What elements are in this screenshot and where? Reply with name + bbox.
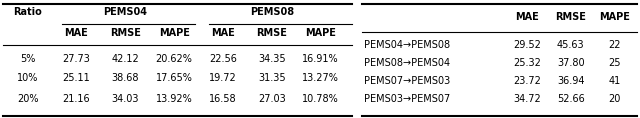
Text: 37.80: 37.80 (557, 58, 584, 68)
Text: 45.63: 45.63 (557, 40, 584, 50)
Text: 25.11: 25.11 (63, 74, 90, 83)
Text: 31.35: 31.35 (258, 74, 285, 83)
Text: MAPE: MAPE (599, 12, 630, 22)
Text: 25.32: 25.32 (513, 58, 541, 68)
Text: 27.03: 27.03 (258, 94, 285, 103)
Text: 5%: 5% (20, 54, 35, 64)
Text: 41: 41 (609, 76, 621, 86)
Text: 17.65%: 17.65% (156, 74, 193, 83)
Text: 23.72: 23.72 (513, 76, 541, 86)
Text: PEMS08→PEMS04: PEMS08→PEMS04 (364, 58, 451, 68)
Text: 22.56: 22.56 (209, 54, 237, 64)
Text: RMSE: RMSE (556, 12, 586, 22)
Text: 22: 22 (609, 40, 621, 50)
Text: 13.27%: 13.27% (302, 74, 339, 83)
Text: MAPE: MAPE (305, 28, 336, 38)
Text: PEMS04→PEMS08: PEMS04→PEMS08 (364, 40, 451, 50)
Text: MAE: MAE (515, 12, 539, 22)
Text: PEMS04: PEMS04 (103, 7, 147, 17)
Text: 20%: 20% (17, 94, 38, 103)
Text: 27.73: 27.73 (63, 54, 90, 64)
Text: 34.03: 34.03 (111, 94, 139, 103)
Text: PEMS07→PEMS03: PEMS07→PEMS03 (364, 76, 451, 86)
Text: 19.72: 19.72 (209, 74, 237, 83)
Text: 20: 20 (609, 94, 621, 103)
Text: 13.92%: 13.92% (156, 94, 193, 103)
Text: 52.66: 52.66 (557, 94, 584, 103)
Text: 25: 25 (609, 58, 621, 68)
Text: 34.35: 34.35 (258, 54, 285, 64)
Text: 29.52: 29.52 (513, 40, 541, 50)
Text: 21.16: 21.16 (63, 94, 90, 103)
Text: RMSE: RMSE (110, 28, 141, 38)
Text: 10%: 10% (17, 74, 38, 83)
Text: PEMS03→PEMS07: PEMS03→PEMS07 (364, 94, 451, 103)
Text: MAE: MAE (65, 28, 88, 38)
Text: 36.94: 36.94 (557, 76, 584, 86)
Text: 16.91%: 16.91% (302, 54, 339, 64)
Text: RMSE: RMSE (257, 28, 287, 38)
Text: 42.12: 42.12 (111, 54, 139, 64)
Text: PEMS08: PEMS08 (250, 7, 294, 17)
Text: 16.58: 16.58 (209, 94, 237, 103)
Text: 20.62%: 20.62% (156, 54, 193, 64)
Text: MAPE: MAPE (159, 28, 189, 38)
Text: Ratio: Ratio (13, 7, 42, 17)
Text: 34.72: 34.72 (513, 94, 541, 103)
Text: MAE: MAE (211, 28, 235, 38)
Text: 10.78%: 10.78% (302, 94, 339, 103)
Text: 38.68: 38.68 (111, 74, 139, 83)
